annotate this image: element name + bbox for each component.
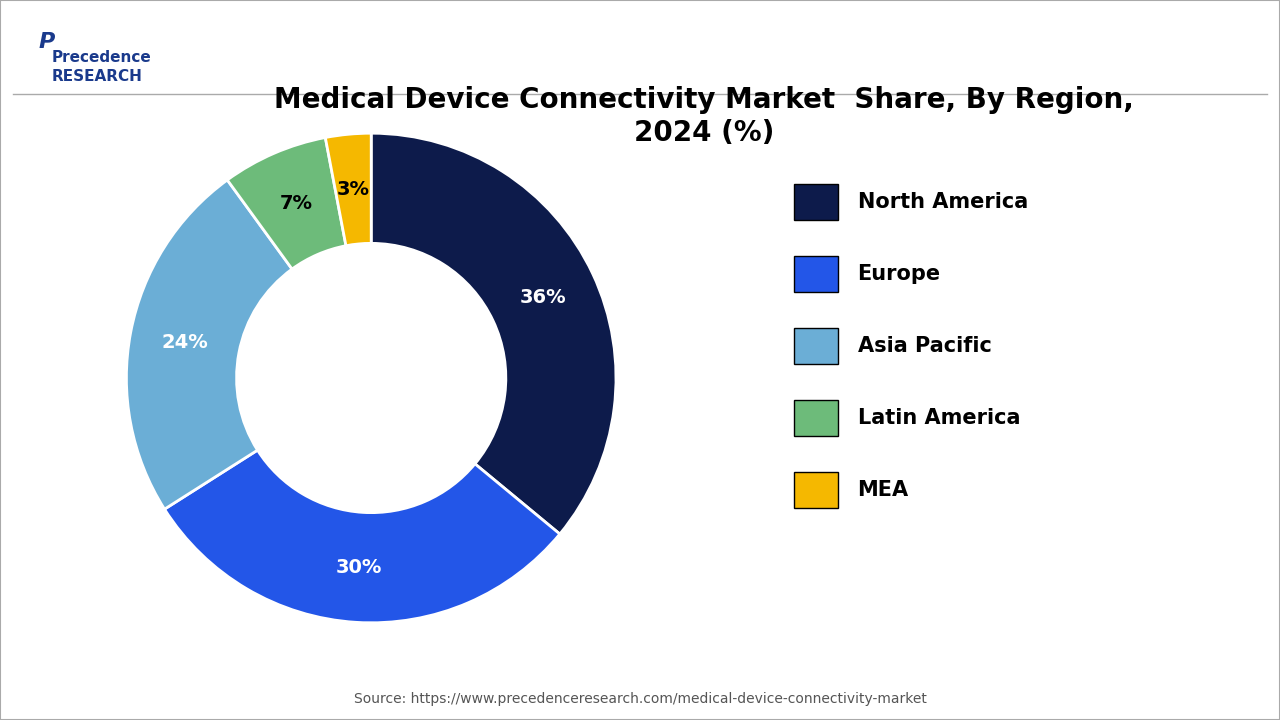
Text: Latin America: Latin America — [858, 408, 1020, 428]
Text: 7%: 7% — [279, 194, 312, 213]
Text: 30%: 30% — [337, 558, 383, 577]
Text: North America: North America — [858, 192, 1028, 212]
Text: MEA: MEA — [858, 480, 909, 500]
Text: Medical Device Connectivity Market  Share, By Region,
2024 (%): Medical Device Connectivity Market Share… — [274, 86, 1134, 147]
Text: 3%: 3% — [337, 179, 370, 199]
Text: Source: https://www.precedenceresearch.com/medical-device-connectivity-market: Source: https://www.precedenceresearch.c… — [353, 692, 927, 706]
Text: 24%: 24% — [161, 333, 209, 352]
Wedge shape — [127, 180, 292, 509]
Wedge shape — [371, 133, 616, 534]
Text: Asia Pacific: Asia Pacific — [858, 336, 992, 356]
Wedge shape — [325, 133, 371, 246]
Text: Europe: Europe — [858, 264, 941, 284]
Wedge shape — [228, 138, 346, 269]
Wedge shape — [165, 450, 559, 623]
Text: Precedence
RESEARCH: Precedence RESEARCH — [51, 50, 151, 84]
Text: P: P — [38, 32, 55, 53]
Text: 36%: 36% — [520, 288, 566, 307]
